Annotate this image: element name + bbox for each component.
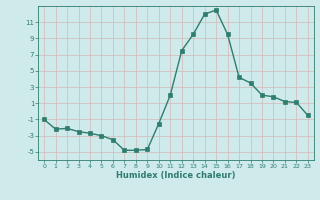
X-axis label: Humidex (Indice chaleur): Humidex (Indice chaleur) — [116, 171, 236, 180]
